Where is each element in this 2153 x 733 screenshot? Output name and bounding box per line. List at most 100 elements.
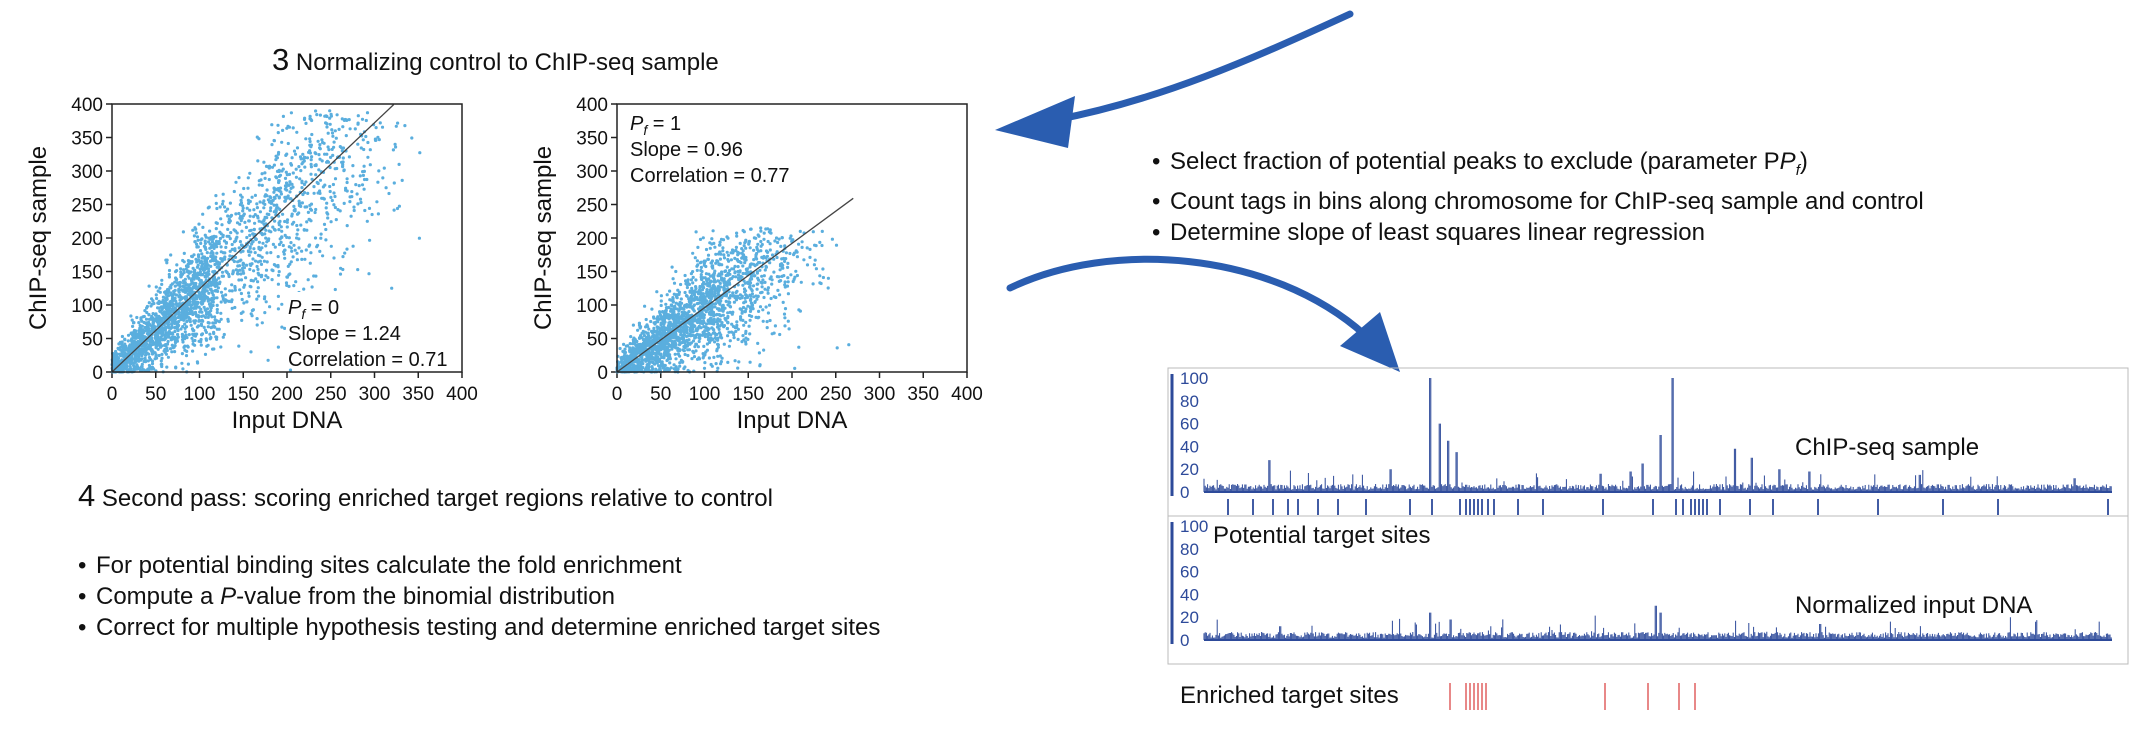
scatter-point	[248, 208, 252, 212]
scatter-point	[368, 148, 372, 152]
scatter-point	[376, 135, 380, 139]
scatter-point	[290, 214, 294, 218]
scatter-point	[228, 254, 232, 258]
track-y-tick-label: 20	[1180, 460, 1199, 479]
scatter-point	[226, 227, 230, 231]
scatter-point	[152, 324, 156, 328]
scatter-point	[196, 253, 201, 257]
scatter-point	[310, 285, 314, 289]
scatter-point	[358, 197, 363, 201]
scatter-point	[218, 236, 222, 241]
scatter-point	[188, 320, 192, 324]
scatter-point	[129, 314, 133, 318]
scatter-point	[122, 345, 127, 349]
scatter-point	[280, 302, 284, 306]
scatter-point	[410, 136, 414, 140]
scatter-point	[196, 314, 201, 318]
scatter-point	[355, 192, 359, 196]
scatter-point	[191, 273, 195, 277]
scatter-point	[394, 145, 398, 149]
scatter-point	[160, 344, 164, 348]
scatter-point	[376, 180, 380, 184]
scatter-point	[271, 269, 275, 273]
scatter-point	[189, 323, 193, 327]
scatter-point	[212, 256, 216, 260]
scatter-point	[164, 258, 168, 262]
potential-sites-ticks	[1227, 499, 2109, 515]
scatter-point	[295, 258, 299, 262]
scatter-point	[170, 343, 174, 347]
scatter-point	[293, 248, 297, 252]
scatter-point	[215, 262, 219, 266]
scatter-point	[287, 125, 291, 129]
scatter-point	[154, 285, 158, 289]
scatter-point	[250, 242, 254, 246]
scatter-point	[218, 280, 222, 284]
scatter-point	[179, 267, 183, 271]
scatter-point	[276, 123, 280, 127]
scatter-point	[210, 258, 214, 262]
scatter-point	[182, 345, 186, 349]
scatter-point	[258, 259, 262, 263]
x-tick-label: 250	[315, 384, 347, 405]
scatter-point	[204, 309, 208, 313]
scatter-point	[285, 218, 290, 222]
scatter-point	[275, 203, 279, 207]
scatter-point	[284, 181, 289, 185]
scatter-point	[334, 218, 338, 222]
scatter-point	[264, 236, 268, 240]
scatter-point	[203, 352, 208, 356]
scatter-point	[153, 351, 157, 355]
scatter-point	[296, 228, 300, 232]
enriched-sites-label: Enriched target sites	[1180, 682, 1399, 709]
scatter-point	[237, 344, 241, 348]
scatter-point	[333, 129, 337, 133]
scatter-point	[253, 193, 257, 197]
scatter-point	[197, 278, 201, 282]
scatter-point	[185, 344, 190, 348]
scatter-point	[333, 194, 337, 199]
scatter-point	[246, 186, 250, 190]
scatter-point	[324, 227, 328, 232]
scatter-point	[361, 173, 365, 177]
scatter-point	[142, 348, 146, 352]
scatter-point	[309, 158, 313, 162]
scatter-point	[250, 314, 254, 318]
scatter-point	[331, 134, 335, 138]
scatter-point	[356, 268, 360, 272]
scatter-point	[186, 362, 190, 366]
scatter-point	[223, 287, 227, 291]
scatter-point	[326, 160, 331, 164]
scatter-point	[208, 332, 212, 336]
scatter-point	[202, 325, 206, 329]
scatter-point	[199, 273, 203, 277]
y-tick-label: 300	[71, 162, 103, 183]
scatter-point	[321, 140, 325, 145]
scatter-point	[246, 249, 250, 253]
chipseq-track-label: ChIP-seq sample	[1795, 434, 1980, 461]
scatter-point	[230, 306, 234, 310]
scatter-point	[332, 256, 336, 260]
scatter-point	[254, 277, 258, 281]
scatter-point	[134, 329, 138, 333]
scatter-point	[230, 289, 234, 293]
track-y-tick-label: 100	[1180, 517, 1208, 536]
scatter-point	[305, 228, 309, 232]
scatter-point	[223, 205, 227, 209]
track-y-tick-label: 60	[1180, 415, 1199, 434]
scatter-point	[222, 332, 226, 337]
scatter-point	[174, 299, 178, 303]
scatter-point	[211, 321, 215, 325]
scatter-point	[156, 289, 160, 293]
scatter-point	[182, 268, 186, 272]
scatter-point	[248, 284, 252, 288]
scatter-point	[165, 261, 169, 265]
scatter-point	[297, 165, 301, 169]
scatter-point	[221, 199, 225, 203]
scatter-point	[252, 215, 256, 219]
scatter-point	[281, 114, 285, 118]
scatter-point	[160, 362, 164, 366]
scatter-point	[248, 246, 252, 250]
scatter-point	[247, 291, 251, 295]
